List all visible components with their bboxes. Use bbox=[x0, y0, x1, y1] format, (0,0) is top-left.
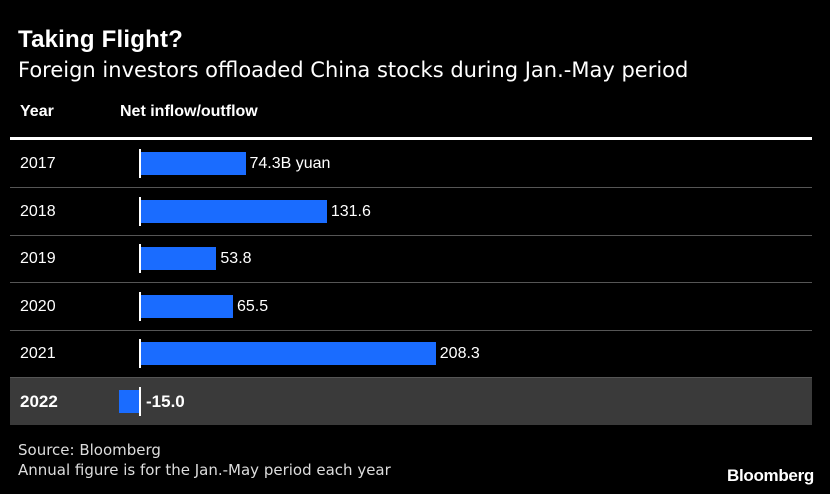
table-row: 2018 131.6 bbox=[10, 188, 812, 236]
value-label: 53.8 bbox=[220, 250, 252, 267]
chart-title: Taking Flight? bbox=[18, 26, 183, 53]
column-header-flow: Net inflow/outflow bbox=[120, 103, 258, 120]
table-row: 2020 65.5 bbox=[10, 283, 812, 331]
year-label: 2019 bbox=[20, 250, 56, 267]
value-label: 131.6 bbox=[330, 202, 371, 220]
zero-axis bbox=[139, 149, 141, 178]
year-label: 2017 bbox=[20, 155, 56, 172]
bar bbox=[140, 342, 436, 365]
year-label: 2020 bbox=[20, 297, 56, 315]
year-label: 2021 bbox=[20, 345, 56, 362]
year-label: 2018 bbox=[20, 202, 56, 220]
bar bbox=[140, 247, 217, 270]
zero-axis bbox=[139, 196, 141, 226]
value-label: 208.3 bbox=[439, 345, 480, 362]
source-note: Source: Bloomberg bbox=[18, 441, 161, 459]
bloomberg-logo: Bloomberg bbox=[726, 466, 814, 485]
bar bbox=[140, 152, 246, 175]
header-rule bbox=[10, 137, 812, 140]
bar bbox=[140, 199, 327, 223]
table-row: 2019 53.8 bbox=[10, 235, 812, 283]
year-label: 2022 bbox=[20, 391, 58, 411]
bar bbox=[118, 389, 140, 413]
table-row: 2017 74.3B yuan bbox=[10, 140, 812, 188]
table-row: 2021 208.3 bbox=[10, 330, 812, 378]
bar bbox=[140, 294, 233, 318]
zero-axis bbox=[139, 244, 141, 273]
zero-axis bbox=[139, 339, 141, 368]
column-header-year: Year bbox=[20, 103, 54, 120]
zero-axis bbox=[139, 291, 141, 321]
value-label: -15.0 bbox=[146, 391, 185, 411]
chart-subtitle: Foreign investors offloaded China stocks… bbox=[18, 58, 689, 82]
footnote: Annual figure is for the Jan.-May period… bbox=[18, 461, 391, 479]
table-row: 2022 -15.0 bbox=[10, 377, 812, 425]
zero-axis bbox=[139, 386, 141, 416]
value-label: 74.3B yuan bbox=[249, 155, 331, 172]
value-label: 65.5 bbox=[237, 297, 269, 315]
